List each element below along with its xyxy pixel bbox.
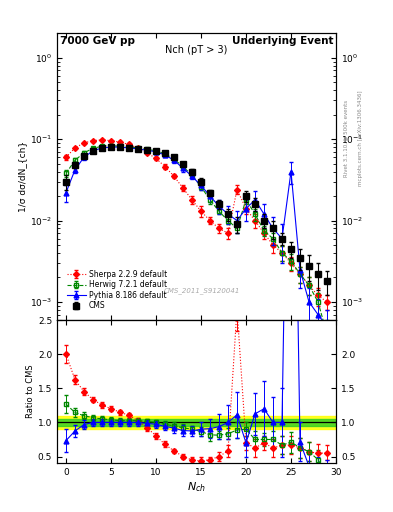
Y-axis label: Ratio to CMS: Ratio to CMS	[26, 365, 35, 418]
Text: Rivet 3.1.10, ≥ 500k events: Rivet 3.1.10, ≥ 500k events	[344, 100, 349, 177]
Text: mcplots.cern.ch [arXiv:1306.3436]: mcplots.cern.ch [arXiv:1306.3436]	[358, 91, 363, 186]
Text: Nch (pT > 3): Nch (pT > 3)	[165, 45, 228, 55]
Text: Underlying Event: Underlying Event	[232, 36, 333, 46]
Legend: Sherpa 2.2.9 default, Herwig 7.2.1 default, Pythia 8.186 default, CMS: Sherpa 2.2.9 default, Herwig 7.2.1 defau…	[64, 267, 170, 313]
Text: 7000 GeV pp: 7000 GeV pp	[60, 36, 135, 46]
Y-axis label: 1/σ dσ/dN_{ch}: 1/σ dσ/dN_{ch}	[18, 141, 27, 212]
Text: CMS_2011_S9120041: CMS_2011_S9120041	[164, 287, 240, 294]
X-axis label: $N_{ch}$: $N_{ch}$	[187, 480, 206, 494]
